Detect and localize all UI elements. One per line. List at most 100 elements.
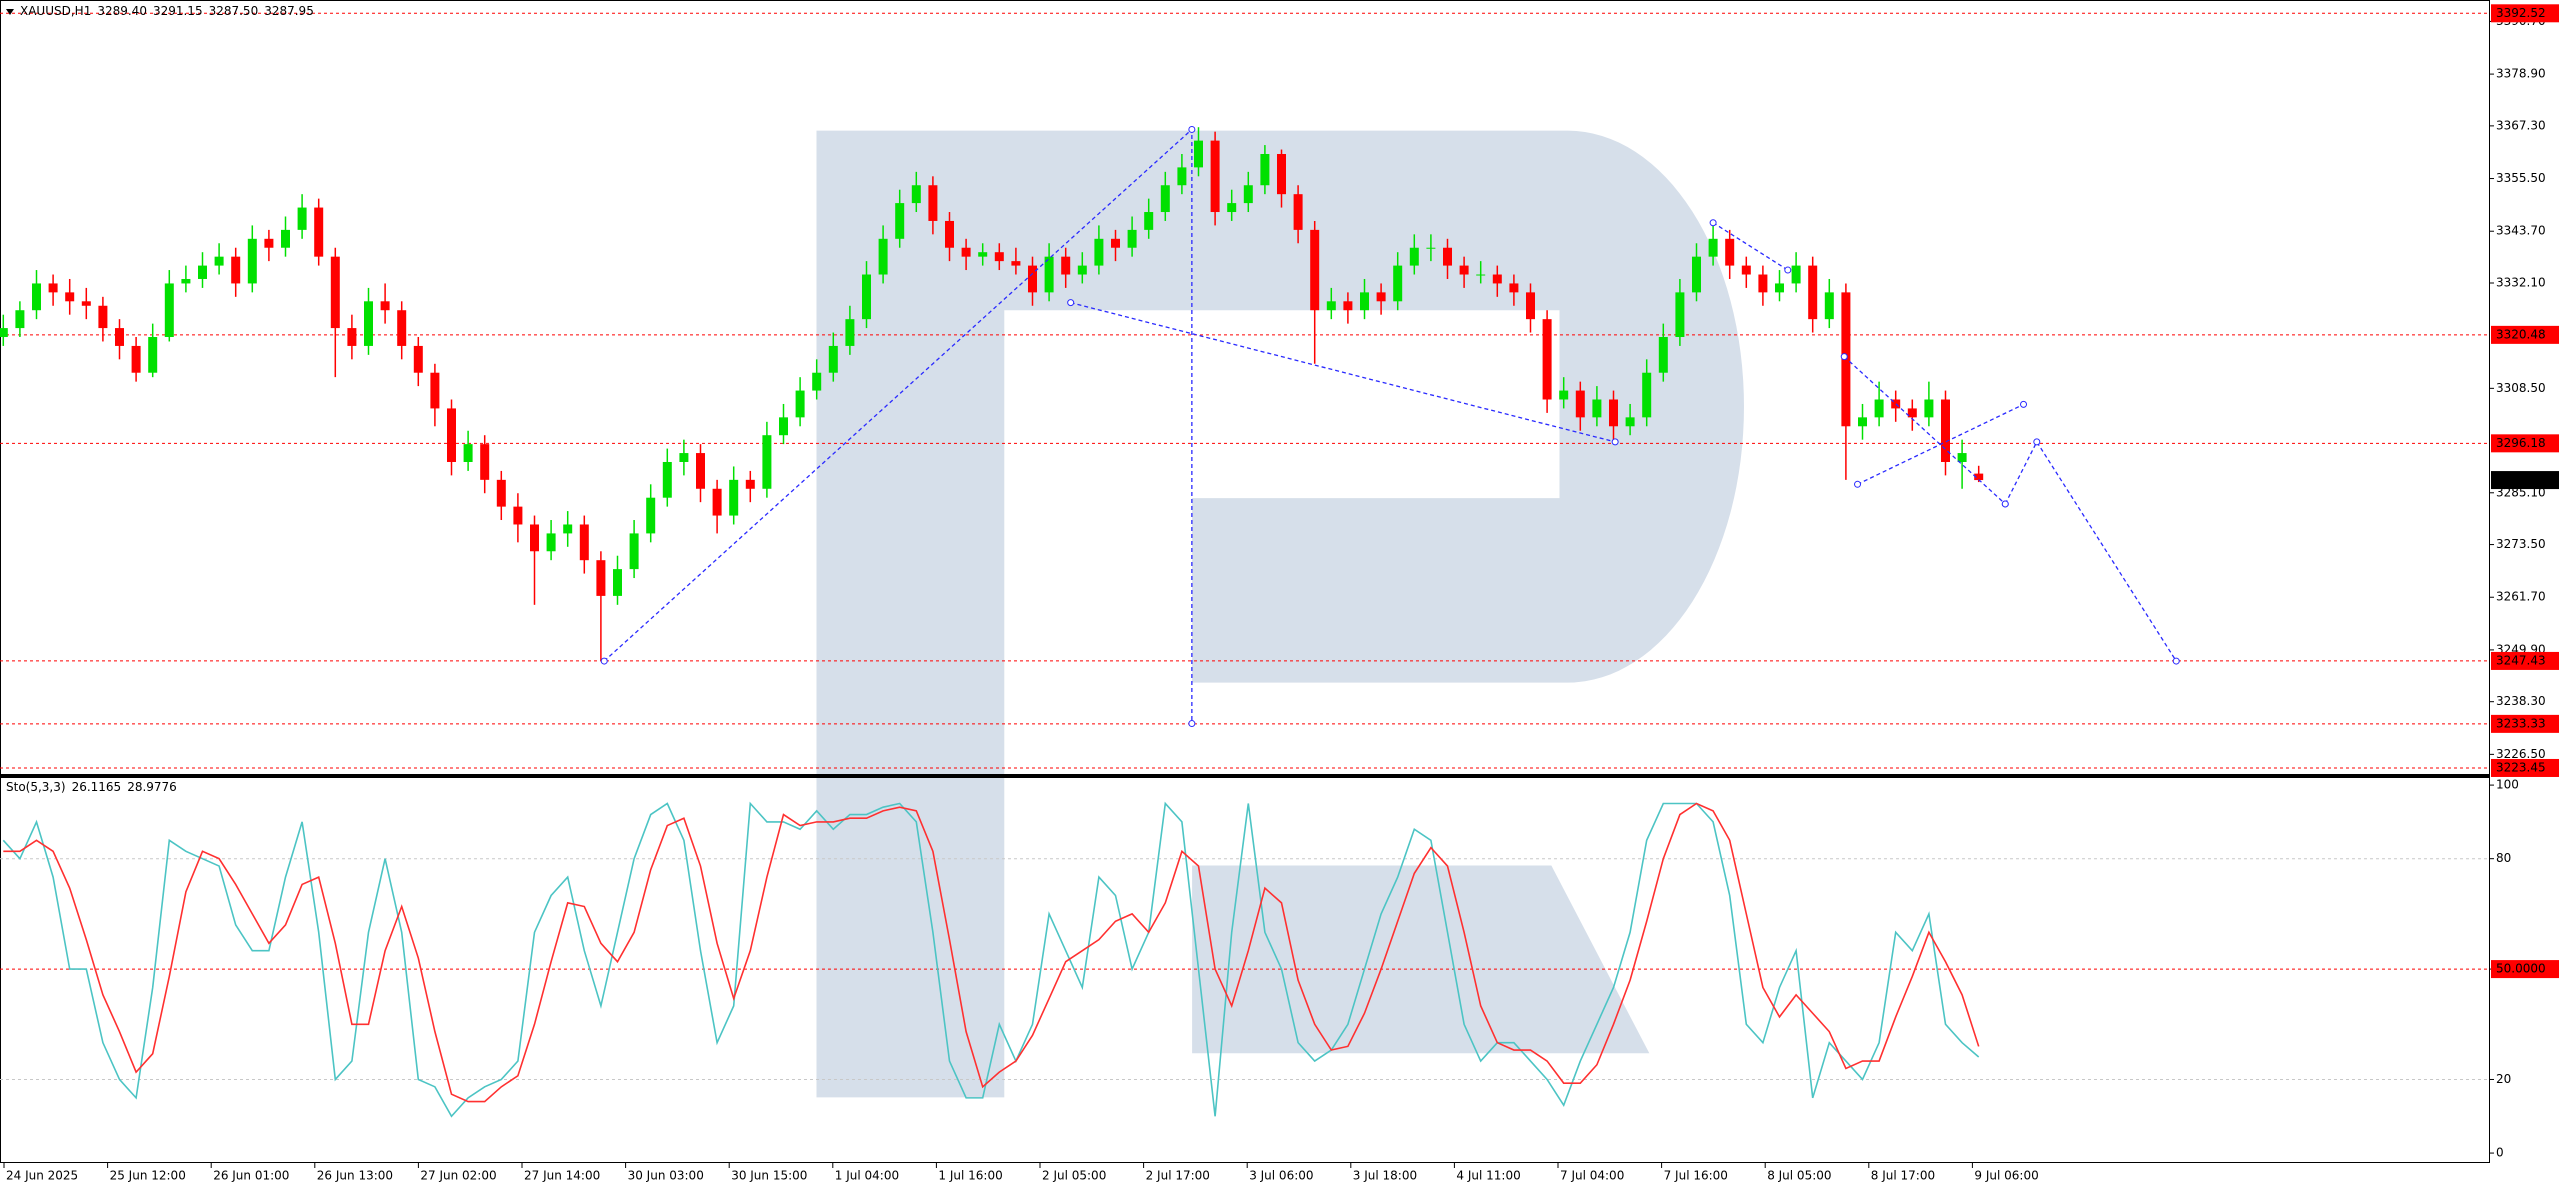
level-label: 3247.43 [2496, 653, 2546, 667]
main-header: XAUUSD,H1 3289.40 3291.15 3287.50 3287.95 [20, 4, 320, 18]
menu-arrow [6, 9, 14, 15]
anchor-point [1854, 480, 1862, 488]
candle-body [480, 444, 490, 480]
candle-body [679, 453, 689, 462]
candle-body [297, 207, 307, 230]
x-tick-label: 3 Jul 18:00 [1353, 1169, 1417, 1183]
candle-body [330, 256, 340, 329]
y-tick-label: 20 [2496, 1072, 2511, 1086]
level-label: 3320.48 [2496, 327, 2546, 341]
candle-body [1575, 390, 1585, 418]
candle-body [1044, 256, 1054, 293]
y-tick-label: 0 [2496, 1146, 2504, 1160]
anchor-point [2033, 438, 2041, 446]
y-tick-label: 3273.50 [2496, 537, 2546, 551]
level-label: 3392.52 [2496, 6, 2546, 20]
y-tick-label: 50.0000 [2496, 962, 2546, 976]
y-tick-label: 3308.50 [2496, 381, 2546, 395]
candle-body [164, 283, 174, 338]
x-tick-label: 8 Jul 05:00 [1767, 1169, 1831, 1183]
candle-body [364, 301, 373, 346]
candle-body [1924, 399, 1934, 418]
x-tick-label: 2 Jul 17:00 [1146, 1169, 1210, 1183]
x-tick-label: 9 Jul 06:00 [1974, 1169, 2038, 1183]
candle-body [115, 328, 124, 346]
candle-body [1326, 301, 1336, 311]
candle-body [945, 220, 954, 248]
anchor-point [2020, 400, 2028, 408]
x-tick-label: 7 Jul 16:00 [1664, 1169, 1728, 1183]
candle-body [1210, 140, 1220, 213]
level-label-box [2491, 434, 2559, 453]
candle-body [1858, 417, 1867, 427]
candle-body [214, 256, 224, 266]
x-tick-label: 30 Jun 03:00 [628, 1169, 704, 1183]
candle-body [347, 328, 357, 346]
anchor-point [1188, 125, 1196, 133]
candle-body [1824, 292, 1834, 320]
candle-body [231, 256, 241, 284]
trend-line [1843, 356, 2006, 505]
sub-header: Sto(5,3,3) 26.1165 28.9776 [6, 780, 183, 794]
candle-body [563, 524, 573, 534]
open: 3289.40 [97, 4, 147, 18]
y-tick-label: 3367.30 [2496, 118, 2546, 132]
candle-body [1194, 140, 1203, 168]
level-label: 3233.33 [2496, 716, 2546, 730]
candle-body [1061, 256, 1071, 275]
x-tick-label: 2 Jul 05:00 [1042, 1169, 1106, 1183]
candle-body [1692, 256, 1701, 293]
candle-body [397, 310, 407, 346]
candle-body [1542, 319, 1552, 400]
watermark-logo [816, 130, 1744, 1098]
level-label-box [2491, 325, 2559, 344]
anchor-point [1067, 299, 1075, 307]
candle-body [1160, 185, 1170, 213]
candle-body [1708, 238, 1718, 257]
candle-body [911, 185, 921, 204]
anchor-point [1840, 353, 1848, 361]
candle-body [98, 305, 108, 329]
candle-body [264, 238, 274, 248]
anchor-point [1784, 266, 1792, 274]
candle-body [1476, 274, 1486, 276]
candle-body [812, 372, 822, 391]
candle-body [1376, 292, 1386, 302]
indicator-name: Sto(5,3,3) [6, 780, 66, 794]
candle-body [1592, 399, 1602, 418]
candle-body [447, 408, 456, 462]
candle-body [1260, 153, 1270, 186]
candle-body [546, 533, 556, 552]
candle-body [745, 479, 755, 489]
candle-body [1526, 292, 1535, 320]
candle-body [646, 497, 656, 534]
candle-body [530, 524, 539, 552]
candle-body [1741, 265, 1751, 275]
candle-body [696, 453, 705, 489]
y-tick-label: 3261.70 [2496, 590, 2546, 604]
candle-body [513, 506, 523, 525]
symbol: XAUUSD,H1 [20, 4, 92, 18]
candle-body [779, 417, 788, 436]
y-tick-label: 3238.30 [2496, 694, 2546, 708]
trend-line [2004, 440, 2177, 662]
x-tick-label: 1 Jul 16:00 [938, 1169, 1002, 1183]
trend-line [1857, 403, 2024, 485]
high: 3291.15 [152, 4, 203, 18]
current-price-label: 3287.95 [2496, 473, 2546, 487]
anchor-point [600, 657, 608, 665]
candle-body [878, 238, 888, 275]
candle-body [281, 229, 290, 248]
x-tick-label: 27 Jun 02:00 [420, 1169, 496, 1183]
candle-body [895, 203, 905, 239]
candle-body [1791, 265, 1801, 284]
candle-body [1443, 247, 1452, 266]
main-frame [0, 0, 2490, 775]
candle-body [380, 301, 390, 311]
candle-body [862, 274, 871, 320]
candle-body [1609, 399, 1618, 427]
level-label-box [2491, 758, 2559, 777]
candle-body [712, 488, 722, 516]
